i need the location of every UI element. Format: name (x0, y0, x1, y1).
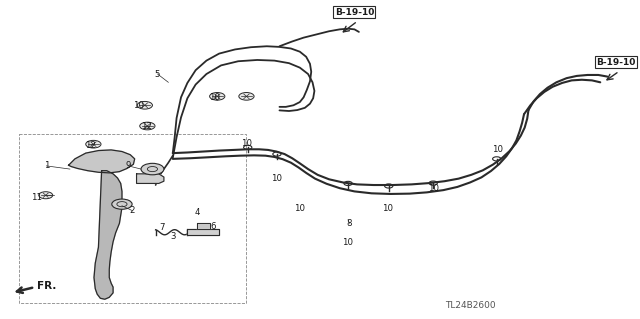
Circle shape (86, 140, 101, 148)
Text: 10: 10 (209, 93, 220, 102)
Text: 2: 2 (129, 206, 135, 215)
Text: 7: 7 (159, 223, 164, 232)
Circle shape (141, 163, 164, 175)
Text: TL24B2600: TL24B2600 (445, 301, 495, 310)
Text: 12: 12 (85, 141, 97, 150)
Text: 5: 5 (155, 70, 160, 78)
Text: 10: 10 (271, 174, 282, 183)
Text: 11: 11 (31, 193, 42, 202)
Polygon shape (136, 174, 164, 183)
Circle shape (39, 192, 52, 199)
Text: 10: 10 (382, 204, 393, 213)
Circle shape (137, 101, 152, 109)
Text: 4: 4 (194, 208, 200, 217)
Text: B-19-10: B-19-10 (596, 58, 636, 67)
Circle shape (112, 199, 132, 209)
Circle shape (239, 93, 254, 100)
Text: 10: 10 (294, 204, 305, 213)
Text: 10: 10 (241, 139, 252, 148)
Text: 10: 10 (342, 238, 353, 247)
Polygon shape (197, 223, 210, 229)
Text: 9: 9 (125, 161, 131, 170)
Circle shape (210, 93, 225, 100)
Text: 6: 6 (210, 222, 216, 231)
Circle shape (140, 122, 155, 130)
Text: 3: 3 (170, 232, 175, 241)
Text: 10: 10 (133, 101, 144, 110)
Polygon shape (68, 150, 134, 173)
Text: 1: 1 (44, 161, 49, 170)
Text: 12: 12 (141, 122, 152, 131)
Text: B-19-10: B-19-10 (335, 8, 374, 17)
Polygon shape (94, 171, 122, 299)
Polygon shape (188, 229, 219, 235)
Text: 10: 10 (492, 145, 503, 154)
Text: 10: 10 (428, 184, 439, 193)
Text: 8: 8 (347, 219, 352, 228)
Bar (19, 134, 246, 303)
Text: FR.: FR. (37, 281, 56, 292)
